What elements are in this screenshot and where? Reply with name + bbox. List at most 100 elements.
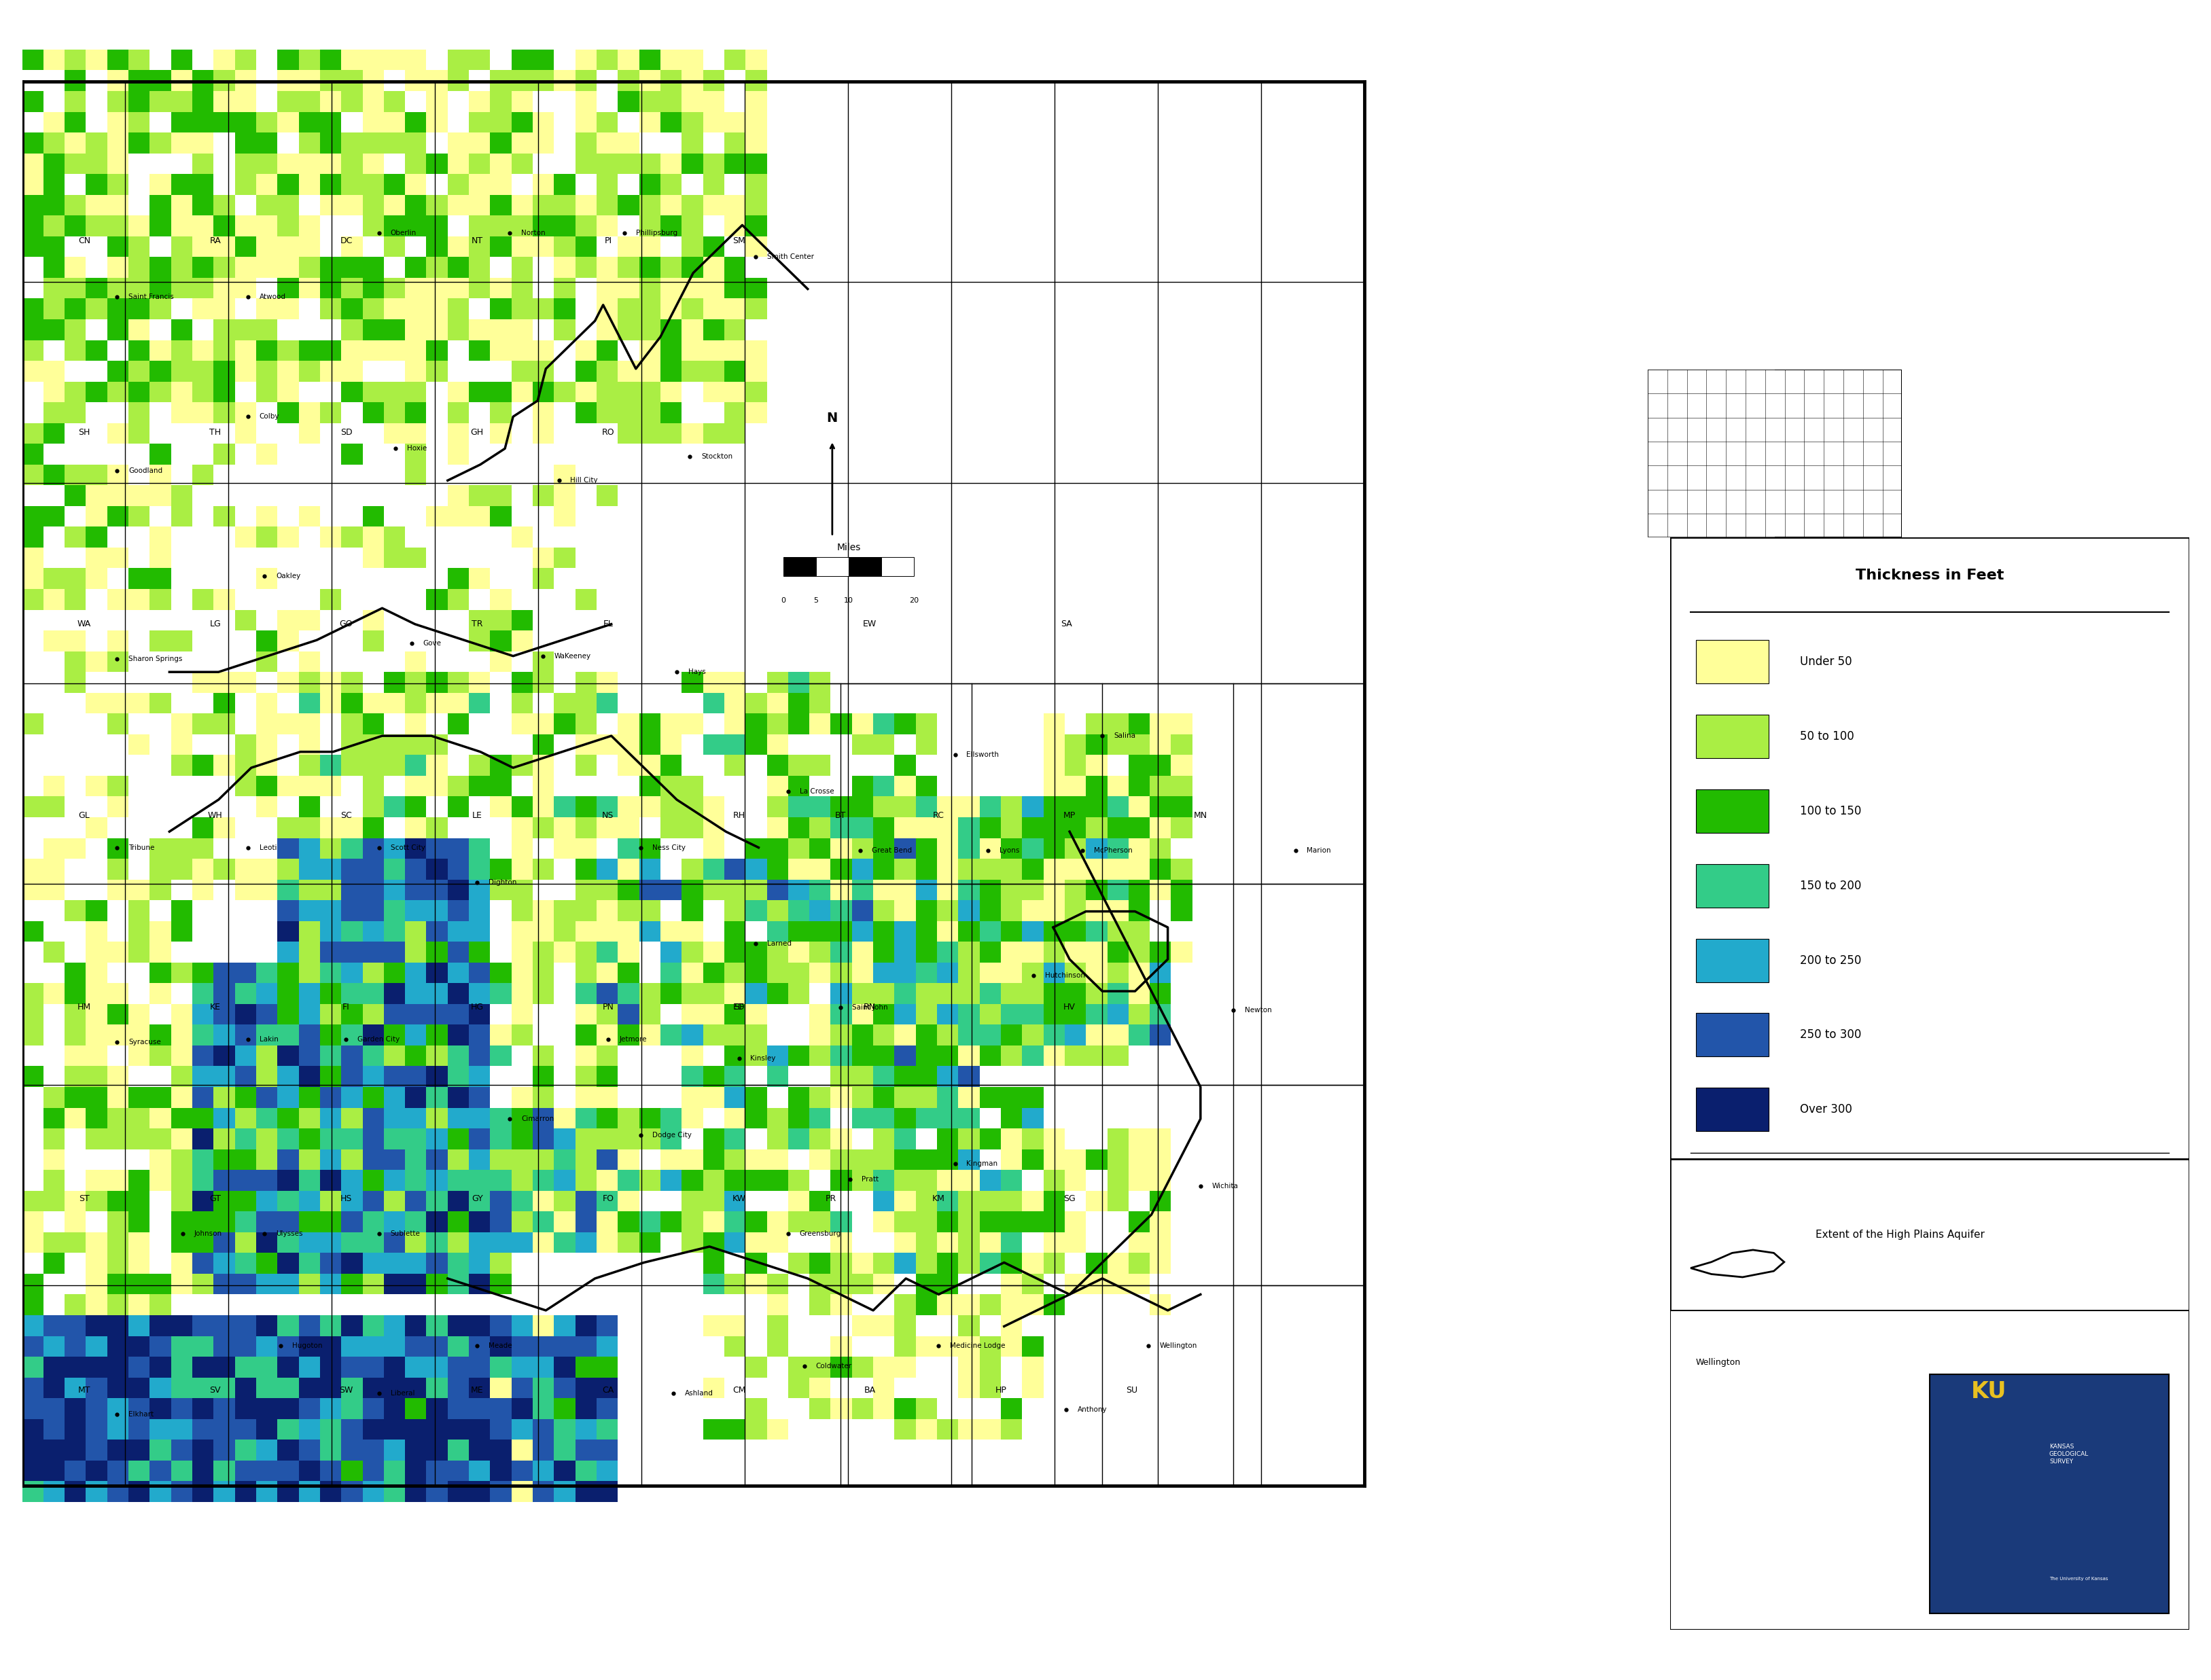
Text: KANSAS
GEOLOGICAL
SURVEY: KANSAS GEOLOGICAL SURVEY [2050,1443,2087,1465]
Text: Thickness in Feet: Thickness in Feet [1855,570,2003,583]
Text: Salina: Salina [1114,732,1134,739]
Text: La Crosse: La Crosse [798,788,834,795]
Text: SW: SW [338,1386,354,1394]
Text: Wellington: Wellington [1159,1342,1196,1349]
Text: Extent of the High Plains Aquifer: Extent of the High Plains Aquifer [1815,1230,1983,1240]
Text: Lakin: Lakin [259,1035,279,1043]
Text: PR: PR [825,1194,836,1203]
Text: Pratt: Pratt [862,1176,878,1183]
Text: Kingman: Kingman [966,1161,997,1168]
Text: 5: 5 [814,596,818,603]
Text: The University of Kansas: The University of Kansas [2050,1576,2107,1581]
Text: Tribune: Tribune [128,843,155,852]
Text: Goodland: Goodland [128,467,161,474]
Text: Wichita: Wichita [1212,1183,1238,1189]
Text: GO: GO [340,620,354,628]
Text: PI: PI [604,237,612,245]
Text: PN: PN [601,1003,615,1011]
Text: 20: 20 [909,596,918,603]
Text: SH: SH [77,428,91,437]
Text: HS: HS [340,1194,352,1203]
Text: Oberlin: Oberlin [389,230,416,237]
Text: SC: SC [340,811,352,820]
Text: Gove: Gove [422,640,442,647]
Text: EW: EW [862,620,876,628]
Text: MP: MP [1063,811,1075,820]
Text: GL: GL [80,811,91,820]
Text: Atwood: Atwood [259,294,285,301]
Text: RO: RO [601,428,615,437]
Text: SV: SV [210,1386,221,1394]
Text: 50 to 100: 50 to 100 [1800,731,1853,743]
Text: Dighton: Dighton [489,879,517,885]
Text: FO: FO [601,1194,615,1203]
Text: CN: CN [77,237,91,245]
Text: SM: SM [732,237,745,245]
Text: Saint John: Saint John [851,1003,887,1011]
Text: Sharon Springs: Sharon Springs [128,655,181,662]
Bar [783,558,816,576]
Text: HV: HV [1063,1003,1075,1011]
Text: BA: BA [865,1386,876,1394]
Text: GT: GT [210,1194,221,1203]
Text: CM: CM [732,1386,745,1394]
Text: HP: HP [995,1386,1006,1394]
Text: Ellsworth: Ellsworth [966,751,999,758]
Text: Ulysses: Ulysses [276,1230,303,1236]
Text: KM: KM [933,1194,944,1203]
Text: Elkhart: Elkhart [128,1411,155,1418]
Text: 0: 0 [780,596,785,603]
Text: RH: RH [732,811,745,820]
Text: Anthony: Anthony [1077,1406,1108,1413]
Text: Over 300: Over 300 [1800,1104,1851,1116]
Text: Greensburg: Greensburg [798,1230,840,1236]
Text: GH: GH [471,428,484,437]
Text: SD: SD [340,428,352,437]
Text: Syracuse: Syracuse [128,1038,161,1045]
Text: Ness City: Ness City [652,843,685,852]
Text: HM: HM [77,1003,91,1011]
Text: 10: 10 [845,596,853,603]
Bar [1696,1087,1769,1131]
Text: Colby: Colby [259,413,279,420]
Text: WA: WA [77,620,91,628]
Text: LE: LE [471,811,482,820]
Text: LG: LG [210,620,221,628]
Text: NT: NT [471,237,482,245]
Text: Hugoton: Hugoton [292,1342,323,1349]
Text: McPherson: McPherson [1094,847,1132,853]
Text: Smith Center: Smith Center [767,254,814,260]
Text: Oakley: Oakley [276,573,301,580]
Bar [1696,1013,1769,1057]
Text: Newton: Newton [1245,1006,1271,1013]
Text: GY: GY [471,1194,482,1203]
Text: KE: KE [210,1003,221,1011]
Text: Hays: Hays [688,669,705,675]
Text: WH: WH [208,811,223,820]
Bar [1696,864,1769,907]
Text: HG: HG [471,1003,484,1011]
Text: N: N [827,412,838,425]
Bar [1696,714,1769,758]
Text: ED: ED [732,1003,745,1011]
Text: Stockton: Stockton [701,454,732,460]
Text: Medicine Lodge: Medicine Lodge [951,1342,1006,1349]
Text: Wellington: Wellington [1696,1357,1740,1368]
Text: FI: FI [343,1003,349,1011]
Text: Johnson: Johnson [195,1230,221,1236]
Text: ST: ST [80,1194,91,1203]
Text: KU: KU [1970,1381,2005,1403]
Text: RA: RA [210,237,221,245]
Bar [849,558,880,576]
Text: Scott City: Scott City [389,843,425,852]
Bar [1696,640,1769,684]
Text: Phillipsburg: Phillipsburg [637,230,677,237]
Text: Great Bend: Great Bend [871,847,911,853]
Text: RN: RN [865,1003,876,1011]
Text: Hutchinson: Hutchinson [1044,971,1086,979]
Bar [1696,939,1769,983]
Text: WaKeeney: WaKeeney [553,652,590,660]
Text: Lyons: Lyons [999,847,1019,853]
Bar [1647,370,1775,538]
Text: Norton: Norton [522,230,546,237]
